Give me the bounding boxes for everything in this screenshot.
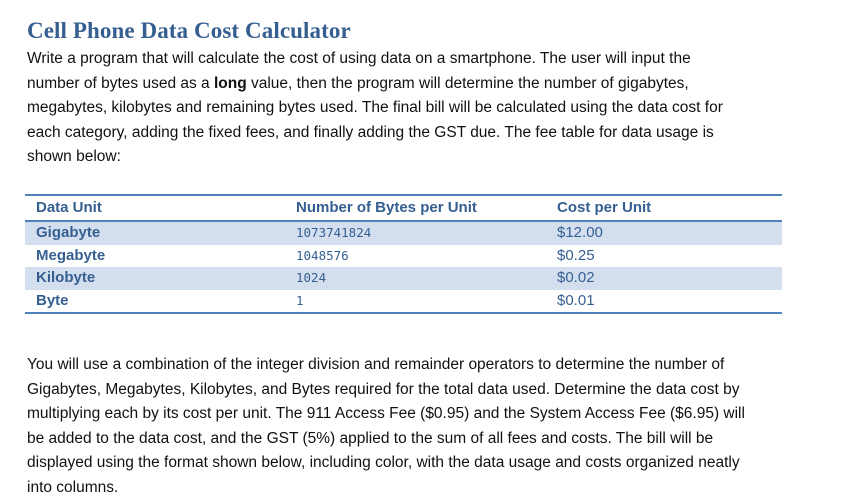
text: value, then the program will determine t…: [246, 74, 689, 92]
text: megabytes, kilobytes and remaining bytes…: [27, 99, 723, 117]
table-header-row: Data Unit Number of Bytes per Unit Cost …: [25, 196, 782, 222]
intro-line: each category, adding the fixed fees, an…: [27, 121, 827, 146]
cost-cell: $0.01: [557, 291, 595, 309]
unit-cell: Kilobyte: [36, 269, 96, 286]
instructions-paragraph: You will use a combination of the intege…: [27, 353, 827, 501]
bytes-cell: 1048576: [296, 247, 349, 263]
instructions-line: Gigabytes, Megabytes, Kilobytes, and Byt…: [27, 380, 740, 398]
instructions-line: You will use a combination of the intege…: [27, 356, 725, 373]
cost-cell: $0.25: [557, 246, 595, 264]
text: Write a program that will calculate the …: [27, 50, 691, 67]
header-data-unit: Data Unit: [36, 199, 102, 216]
header-cost-per-unit: Cost per Unit: [557, 199, 652, 216]
table-row: Megabyte 1048576 $0.25: [25, 245, 782, 268]
instructions-line: into columns.: [27, 478, 119, 496]
intro-paragraph: Write a program that will calculate the …: [27, 47, 827, 170]
bytes-cell: 1: [296, 292, 304, 308]
bytes-cell: 1073741824: [296, 225, 372, 240]
unit-cell: Megabyte: [36, 246, 106, 264]
cost-cell: $0.02: [557, 269, 595, 286]
intro-line: megabytes, kilobytes and remaining bytes…: [27, 96, 827, 121]
unit-cell: Gigabyte: [36, 224, 101, 241]
instructions-line: displayed using the format shown below, …: [27, 454, 740, 472]
text: each category, adding the fixed fees, an…: [27, 123, 714, 141]
table-row: Gigabyte 1073741824 $12.00: [25, 222, 782, 245]
fee-table: Data Unit Number of Bytes per Unit Cost …: [25, 194, 782, 314]
bytes-cell: 1024: [296, 270, 327, 285]
instructions-line: multiplying each by its cost per unit. T…: [27, 405, 745, 423]
table-row: Kilobyte 1024 $0.02: [25, 267, 782, 290]
intro-line: shown below:: [27, 145, 827, 170]
cost-cell: $12.00: [557, 224, 603, 241]
intro-line: number of bytes used as a long value, th…: [27, 72, 827, 97]
document-title: Cell Phone Data Cost Calculator: [27, 18, 351, 43]
long-keyword: long: [213, 74, 247, 92]
instructions-line: be added to the data cost, and the GST (…: [27, 429, 714, 447]
table-row: Byte 1 $0.01: [25, 290, 782, 313]
text: number of bytes used as a: [27, 74, 214, 92]
unit-cell: Byte: [36, 291, 69, 309]
intro-line: Write a program that will calculate the …: [27, 47, 827, 72]
text: shown below:: [27, 148, 121, 166]
header-bytes-per-unit: Number of Bytes per Unit: [296, 199, 477, 216]
